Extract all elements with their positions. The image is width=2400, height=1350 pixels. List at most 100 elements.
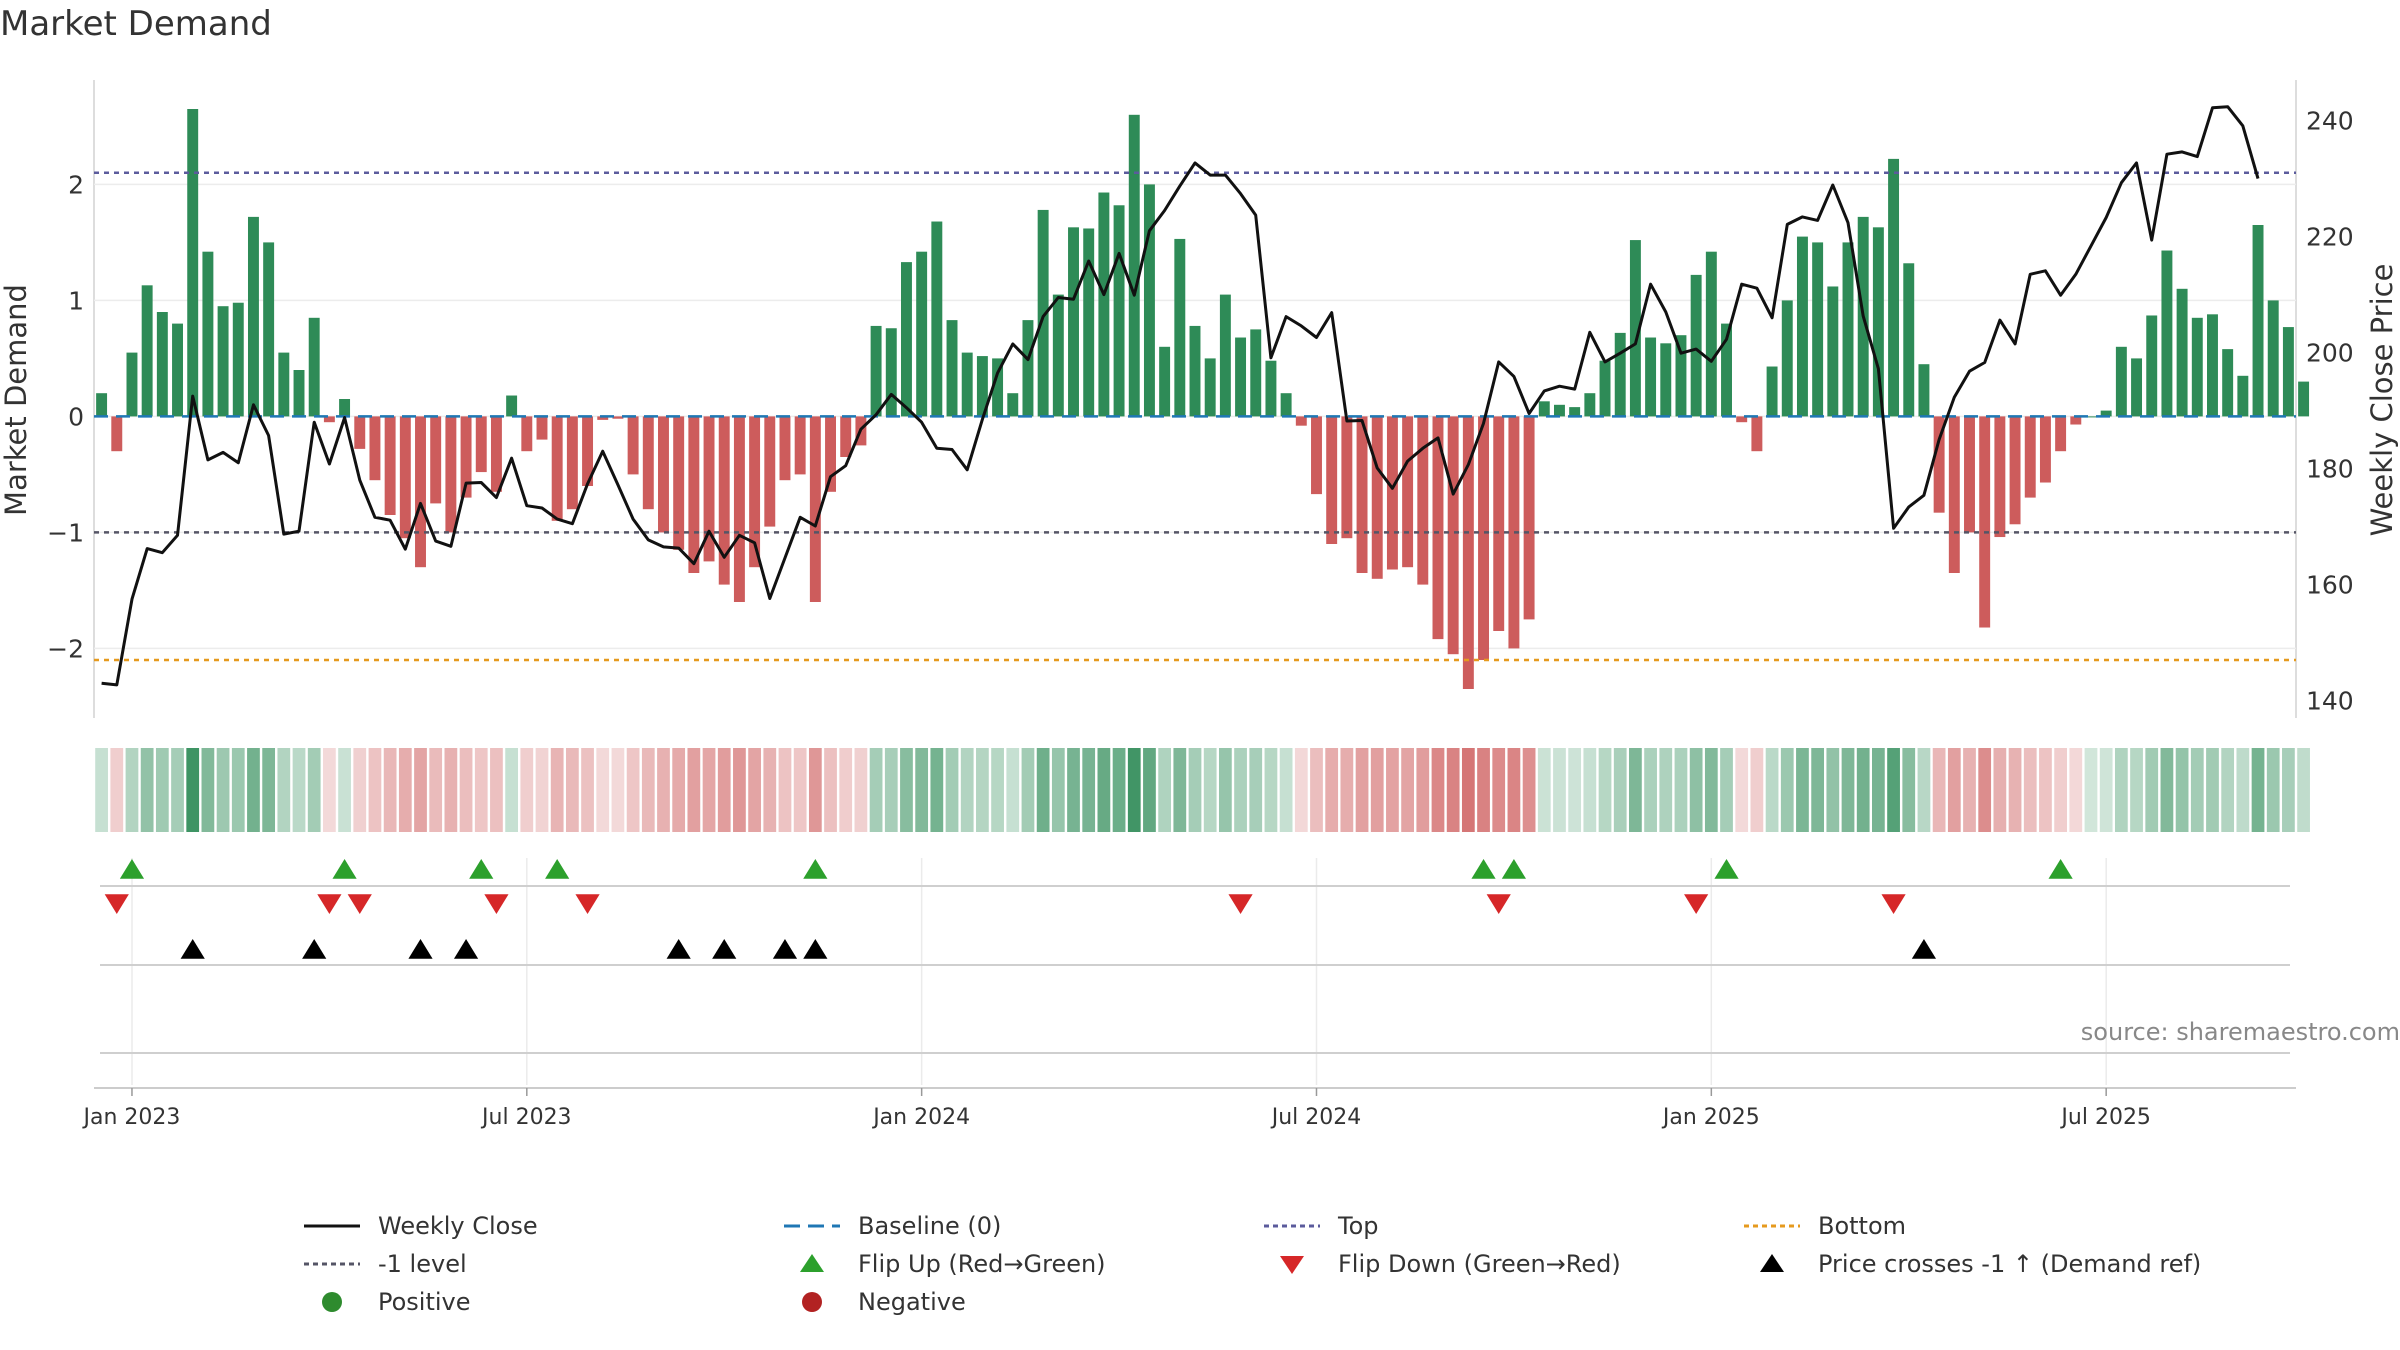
- demand-bar-positive: [1098, 192, 1110, 417]
- demand-bar-negative: [809, 416, 821, 602]
- demand-bar-positive: [885, 328, 897, 417]
- heat-strip-cell: [1492, 748, 1506, 832]
- heat-strip-cell: [1294, 748, 1308, 832]
- heat-strip-cell: [854, 748, 868, 832]
- demand-bar-negative: [582, 416, 594, 486]
- heat-strip-cell: [125, 748, 139, 832]
- heat-strip-cell: [155, 748, 169, 832]
- heat-strip-cell: [2039, 748, 2052, 832]
- demand-bar-negative: [1493, 416, 1505, 631]
- heat-strip-cell: [657, 748, 670, 832]
- y-axis-label-left: Market Demand: [0, 284, 33, 516]
- heat-strip-cell: [186, 748, 200, 832]
- heat-strip-cell: [915, 748, 929, 832]
- flip-down-marker: [1228, 894, 1253, 914]
- demand-bar-positive: [1645, 337, 1657, 417]
- demand-bar-positive: [1812, 242, 1824, 417]
- legend-label: Price crosses -1 ↑ (Demand ref): [1818, 1250, 2202, 1278]
- heat-strip-cell: [110, 748, 124, 832]
- demand-bar-positive: [2115, 346, 2127, 417]
- demand-bar-positive: [1888, 158, 1900, 417]
- demand-bar-negative: [1508, 416, 1520, 649]
- flip-up-marker: [803, 859, 828, 879]
- demand-bar-negative: [536, 416, 548, 440]
- price-cross-marker: [772, 939, 798, 959]
- heat-strip-cell: [1340, 748, 1354, 832]
- heat-strip-cell: [1537, 748, 1551, 832]
- heat-strip-cell: [1370, 748, 1384, 832]
- demand-bar-negative: [475, 416, 487, 473]
- heat-strip-cell: [1993, 748, 2007, 832]
- y2-tick-label: 240: [2306, 107, 2354, 136]
- y2-tick-label: 220: [2306, 223, 2354, 252]
- heat-strip-cell: [171, 748, 184, 832]
- heat-strip-cell: [459, 748, 473, 832]
- heat-strip-cell: [596, 748, 610, 832]
- heat-strip-cell: [201, 748, 215, 832]
- legend-item: Weekly Close: [300, 1212, 538, 1240]
- demand-bar-positive: [1538, 401, 1550, 417]
- heat-strip-cell: [1765, 748, 1779, 832]
- demand-bar-positive: [1660, 343, 1672, 417]
- flip-up-marker: [1471, 859, 1496, 879]
- heat-strip-cell: [1067, 748, 1080, 832]
- heat-strip-cell: [2190, 748, 2204, 832]
- demand-bar-positive: [1189, 325, 1201, 417]
- demand-bar-positive: [2191, 317, 2203, 417]
- flip-down-marker: [317, 894, 342, 914]
- demand-bar-negative: [1736, 416, 1748, 423]
- demand-bar-negative: [1994, 416, 2006, 538]
- heat-strip-cell: [1401, 748, 1414, 832]
- heat-strip-cell: [991, 748, 1004, 832]
- y-axis-label-right: Weekly Close Price: [2365, 263, 2399, 537]
- price-cross-marker: [712, 939, 737, 959]
- heat-strip-cell: [1811, 748, 1825, 832]
- demand-bar-positive: [339, 399, 351, 417]
- demand-bar-negative: [1432, 416, 1444, 640]
- heat-strip-cell: [900, 748, 913, 832]
- heat-strip-cell: [1613, 748, 1627, 832]
- heat-strip-cell: [1553, 748, 1566, 832]
- demand-bar-positive: [2267, 300, 2279, 417]
- demand-bar-positive: [1219, 294, 1231, 417]
- flip-down-marker: [347, 894, 372, 914]
- heat-strip-cell: [323, 748, 336, 832]
- heat-strip-cell: [1780, 748, 1794, 832]
- heat-strip-cell: [930, 748, 944, 832]
- demand-bar-negative: [415, 416, 426, 568]
- heat-strip-cell: [1856, 748, 1870, 832]
- demand-bar-negative: [840, 416, 852, 457]
- x-tick-label: Jul 2025: [2059, 1105, 2151, 1130]
- heat-strip-cell: [1720, 748, 1733, 832]
- heat-strip-cell: [505, 748, 518, 832]
- heat-strip-cell: [1477, 748, 1490, 832]
- demand-bar-positive: [1265, 360, 1277, 417]
- price-cross-marker: [803, 939, 828, 959]
- demand-bar-negative: [2039, 416, 2051, 483]
- demand-bar-positive: [247, 216, 259, 417]
- heat-strip-cell: [869, 748, 883, 832]
- demand-bar-positive: [1629, 240, 1641, 417]
- heat-strip-cell: [1006, 748, 1020, 832]
- demand-bar-negative: [688, 416, 700, 573]
- heat-strip-cell: [1841, 748, 1855, 832]
- x-tick-label: Jan 2023: [82, 1105, 181, 1130]
- demand-bar-negative: [2024, 416, 2036, 498]
- demand-bar-positive: [1159, 346, 1171, 417]
- demand-bar-positive: [126, 352, 138, 417]
- y-tick-label: 0: [68, 402, 84, 431]
- legend-label: Weekly Close: [378, 1212, 538, 1240]
- heat-strip-cell: [808, 748, 822, 832]
- y-tick-label: −2: [47, 634, 84, 663]
- demand-bar-negative: [1964, 416, 1975, 533]
- demand-bar-positive: [1554, 404, 1565, 417]
- heat-strip-cell: [1325, 748, 1339, 832]
- flip-down-marker: [104, 894, 129, 914]
- heat-strip-cell: [1522, 748, 1536, 832]
- demand-bar-negative: [384, 416, 396, 515]
- y2-tick-label: 140: [2306, 687, 2354, 716]
- demand-bar-positive: [1675, 335, 1687, 417]
- heat-strip-cell: [1051, 748, 1065, 832]
- heat-strip-cell: [702, 748, 716, 832]
- demand-bar-negative: [1462, 416, 1474, 689]
